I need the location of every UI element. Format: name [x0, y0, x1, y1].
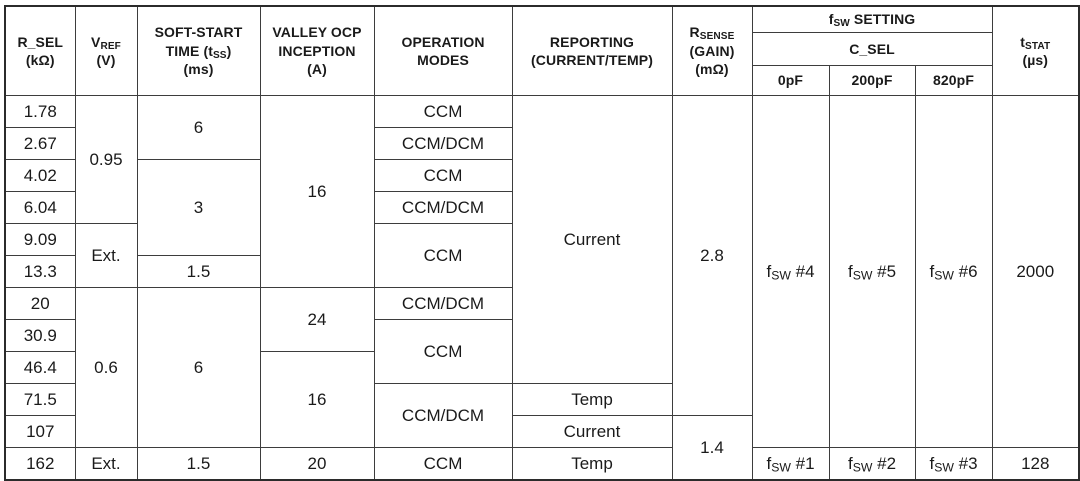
table-row: 20 0.6 6 24 CCM/DCM [4, 287, 1079, 448]
table-cell: CCM [373, 319, 513, 384]
subscript-text: STAT [1025, 40, 1051, 52]
table-row: 2.67 CCM/DCM [4, 127, 1079, 160]
col-header-rsense-gain: RSENSE (GAIN) (mΩ) [671, 5, 753, 96]
table-cell: CCM/DCM [373, 191, 513, 224]
datasheet-table-page: R_SEL (kΩ) VREF (V) SOFT-START TIME (tSS) (ms)… [4, 5, 1080, 481]
subscript-text: SW [934, 268, 954, 283]
col-header-operation-modes: OPERATION MODES [373, 5, 513, 96]
table-cell: 20 [4, 287, 76, 320]
table-cell: 6 [136, 287, 261, 448]
table-cell: 6 [136, 95, 261, 160]
table-cell: 13.3 [4, 255, 76, 288]
table-cell: fSW #5 [828, 95, 916, 448]
table-cell: Ext. [74, 223, 138, 288]
header-row: R_SEL (kΩ) VREF (V) SOFT-START TIME (tSS) (ms)… [4, 5, 1080, 96]
table-header: R_SEL (kΩ) VREF (V) SOFT-START TIME (tSS) (ms)… [4, 5, 1080, 96]
table-cell: 1.78 [4, 95, 76, 128]
table-cell: 0.6 [74, 287, 138, 448]
subscript-text: SW [771, 460, 791, 475]
col-header-c-sel-0pf: 0pF [751, 65, 830, 96]
subscript-text: SENSE [699, 31, 735, 43]
table-cell: fSW #6 [914, 95, 993, 448]
table-cell: Current [511, 415, 673, 448]
table-row: 46.4 16 [4, 351, 1079, 448]
subscript-text: SW [771, 268, 791, 283]
col-header-reporting: REPORTING (CURRENT/TEMP) [511, 5, 673, 96]
table-cell: 30.9 [4, 319, 76, 352]
table-cell: CCM/DCM [373, 287, 513, 320]
col-header-r-sel: R_SEL (kΩ) [4, 5, 76, 96]
header-row: C_SEL [5, 32, 1079, 66]
subscript-text: SW [934, 460, 954, 475]
table-row: 71.5 CCM/DCM Temp [4, 383, 1079, 448]
col-header-fsw-setting: fSW SETTING [751, 5, 993, 33]
subscript-text: SW [852, 268, 873, 283]
table-cell: 1.4 [671, 415, 753, 481]
subscript-text: REF [100, 40, 121, 52]
table-cell: 2000 [991, 95, 1080, 448]
col-header-c-sel: C_SEL [751, 32, 993, 66]
table-row: 9.09 Ext. CCM [4, 223, 1079, 288]
table-row: 4.02 3 CCM [4, 159, 1079, 256]
subscript-text: SW [852, 460, 873, 475]
table-cell: Temp [511, 383, 673, 416]
subscript-text: SS [212, 49, 227, 61]
col-header-valley-ocp-inception: VALLEY OCP INCEPTION (A) [259, 5, 375, 96]
col-header-soft-start-time: SOFT-START TIME (tSS) (ms) [136, 5, 261, 96]
table-cell: 4.02 [4, 159, 76, 192]
table-cell: 1.5 [136, 255, 261, 288]
table-cell: 46.4 [4, 351, 76, 384]
col-header-vref: VREF (V) [74, 5, 138, 96]
table-cell: CCM [373, 95, 513, 128]
table-cell: CCM [373, 223, 513, 288]
table-cell: fSW #4 [751, 95, 830, 448]
col-header-c-sel-200pf: 200pF [828, 65, 916, 96]
lookup-table: R_SEL (kΩ) VREF (V) SOFT-START TIME (tSS) (ms)… [4, 5, 1080, 481]
table-cell: CCM [373, 159, 513, 192]
table-cell: Current [511, 95, 673, 384]
table-cell: 3 [136, 159, 261, 256]
table-cell: 107 [4, 415, 76, 448]
table-cell: 16 [259, 95, 375, 288]
table-body: 1.78 0.95 6 16 CCM Current 2.8 fSW #4 fSW #5 fSW … [4, 95, 1080, 481]
table-cell: 71.5 [4, 383, 76, 416]
table-cell: 9.09 [4, 223, 76, 256]
table-cell: 2.8 [671, 95, 753, 416]
table-cell: 16 [259, 351, 375, 448]
table-row: 30.9 CCM [4, 319, 1079, 384]
table-cell: CCM/DCM [373, 383, 513, 448]
table-row: 1.78 0.95 6 16 CCM Current 2.8 fSW #4 fSW #5 fSW … [4, 95, 1080, 448]
table-cell: CCM/DCM [373, 127, 513, 160]
col-header-tstat: tSTAT (µs) [991, 5, 1080, 96]
subscript-text: SW [833, 18, 850, 30]
table-cell: 24 [259, 287, 375, 352]
table-cell: 0.95 [74, 95, 138, 224]
table-cell: 2.67 [4, 127, 76, 160]
table-cell: 6.04 [4, 191, 76, 224]
col-header-c-sel-820pf: 820pF [914, 65, 993, 96]
